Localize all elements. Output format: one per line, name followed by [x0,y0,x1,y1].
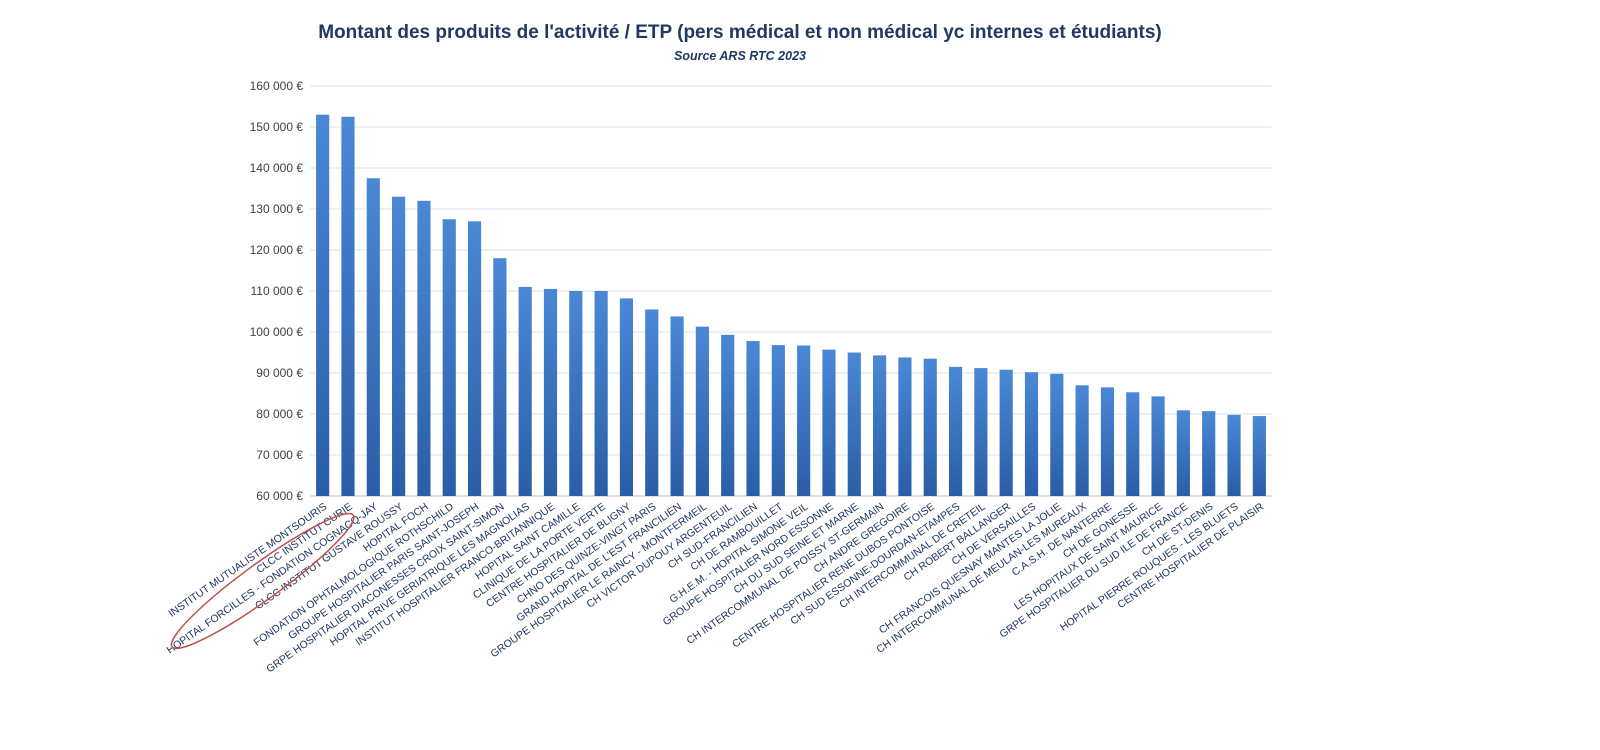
y-tick-label: 120 000 € [250,243,304,257]
bar [543,288,558,496]
bar [467,221,482,497]
bar [645,309,659,496]
highlight-annotation [170,512,355,650]
bar [1075,385,1089,496]
bar [518,286,532,496]
y-tick-label: 130 000 € [250,202,304,216]
highlight-ellipse [170,512,355,650]
bar [999,369,1013,496]
bar [1252,416,1266,496]
bar [670,316,684,496]
bar [847,352,861,496]
bar [1126,392,1140,496]
bar [493,258,507,496]
bar [417,200,431,497]
bars [316,114,1266,497]
bar [771,345,785,496]
y-tick-label: 90 000 € [256,366,303,380]
bar [594,291,608,496]
chart-subtitle: Source ARS RTC 2023 [674,49,806,63]
bar [822,349,836,496]
bar [974,368,988,496]
bar [948,366,963,496]
y-axis: 60 000 € 70 000 € 80 000 € 90 000 € 100 000 … [250,79,304,503]
bar [797,345,811,496]
bar [695,326,709,496]
bar [1176,410,1190,496]
bar [1227,414,1241,496]
bar [316,114,330,496]
bar [721,334,735,496]
y-tick-label: 100 000 € [250,325,304,339]
y-tick-label: 70 000 € [256,448,303,462]
bar [341,116,355,496]
bar [1100,387,1115,496]
bar [1024,372,1039,496]
bar [898,357,912,496]
y-tick-label: 60 000 € [256,489,303,503]
bar [392,196,406,496]
y-tick-label: 150 000 € [250,120,304,134]
y-tick-label: 80 000 € [256,407,303,421]
bar [1050,373,1064,496]
chart-title: Montant des produits de l'activité / ETP… [318,22,1162,43]
bar [569,291,583,496]
y-tick-label: 110 000 € [251,284,304,298]
y-tick-label: 140 000 € [250,161,304,175]
bar [1202,411,1216,496]
bar [923,358,937,496]
y-tick-label: 160 000 € [250,79,304,93]
bar [619,298,634,496]
bar [442,219,456,496]
bar [1151,396,1165,496]
bar [366,178,380,496]
bar [746,341,760,496]
bar [873,355,887,496]
